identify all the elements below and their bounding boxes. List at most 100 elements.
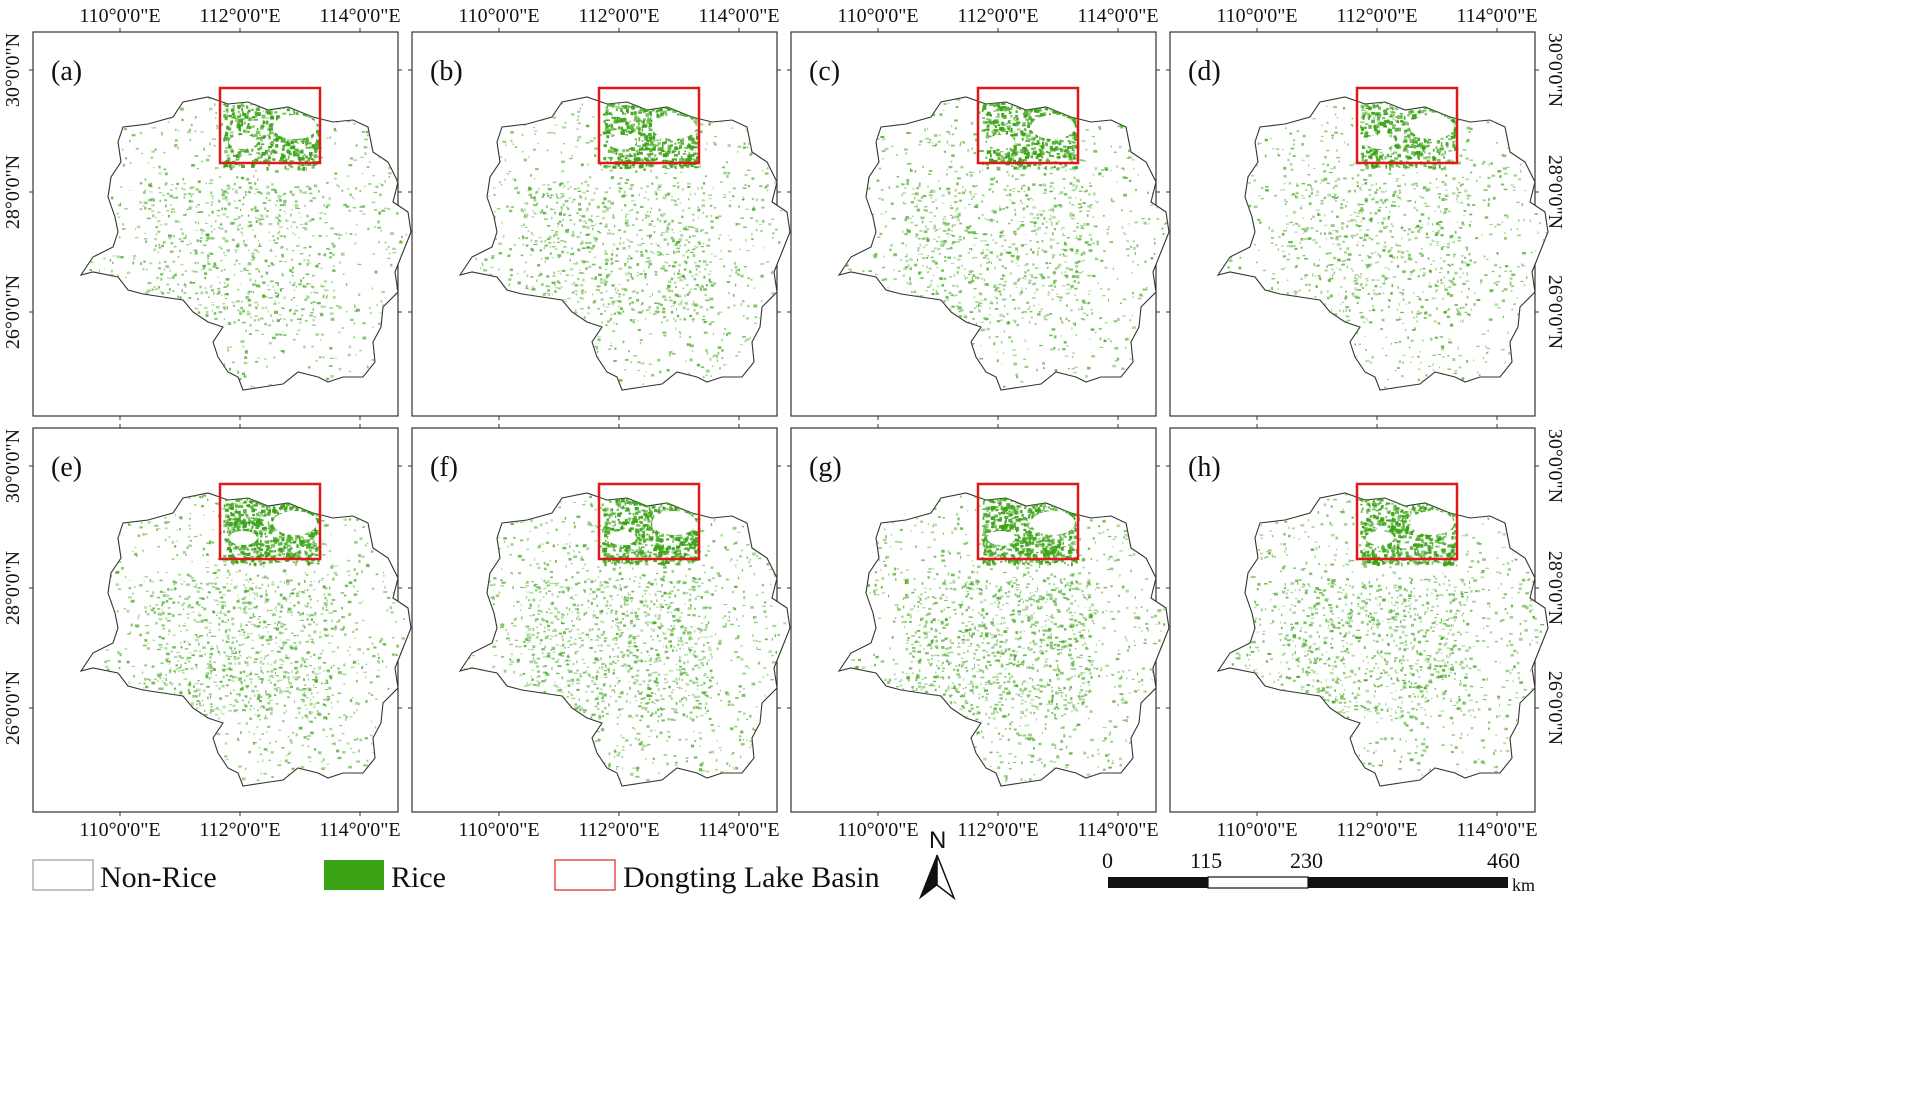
lake-area — [987, 531, 1015, 545]
legend: Non-Rice Rice Dongting Lake Basin — [32, 859, 880, 894]
scale-segment-3 — [1308, 877, 1508, 888]
lake-area — [1366, 531, 1394, 545]
longitude-label: 110°0'0"E — [1216, 5, 1297, 27]
dongting-basin-box — [218, 482, 322, 561]
longitude-label: 114°0'0"E — [1456, 819, 1537, 841]
scale-unit: km — [1512, 875, 1535, 895]
scale-tick-115: 115 — [1190, 848, 1222, 873]
dongting-basin-box — [1355, 86, 1459, 165]
scale-tick-230: 230 — [1290, 848, 1323, 873]
scale-bar: 0 115 230 460 km — [1102, 848, 1535, 895]
basin-swatch — [554, 859, 616, 891]
longitude-label: 112°0'0"E — [578, 819, 659, 841]
latitude-label: 30°0'0"N — [2, 429, 24, 503]
longitude-label: 110°0'0"E — [837, 5, 918, 27]
latitude-label: 28°0'0"N — [1544, 155, 1566, 229]
longitude-label: 110°0'0"E — [1216, 819, 1297, 841]
dongting-basin-box — [597, 482, 701, 561]
latitude-label: 26°0'0"N — [1544, 671, 1566, 745]
map-panel: (d) 110°0'0"E 112°0'0"E 114°0'0"E 30°0'0"N 28… — [1166, 5, 1566, 420]
lake-area — [608, 135, 636, 149]
longitude-label: 114°0'0"E — [698, 819, 779, 841]
rice-label: Rice — [391, 861, 446, 894]
scale-tick-460: 460 — [1487, 848, 1520, 873]
north-arrow-icon-right — [936, 854, 956, 901]
lake-area — [273, 115, 317, 139]
longitude-label: 112°0'0"E — [199, 5, 280, 27]
latitude-label: 28°0'0"N — [2, 155, 24, 229]
lake-area — [1031, 511, 1075, 535]
longitude-label: 112°0'0"E — [957, 819, 1038, 841]
longitude-label: 112°0'0"E — [199, 819, 280, 841]
lake-area — [1366, 135, 1394, 149]
north-arrow-label: N — [929, 827, 946, 854]
lake-area — [273, 511, 317, 535]
latitude-label: 26°0'0"N — [2, 671, 24, 745]
lake-area — [608, 531, 636, 545]
longitude-label: 112°0'0"E — [957, 5, 1038, 27]
north-arrow-icon — [918, 854, 938, 900]
longitude-label: 112°0'0"E — [578, 5, 659, 27]
non-rice-label: Non-Rice — [100, 861, 217, 894]
map-panel: (g) 110°0'0"E 112°0'0"E 114°0'0"E — [787, 424, 1170, 841]
scale-segment-2 — [1207, 876, 1309, 889]
longitude-label: 110°0'0"E — [79, 5, 160, 27]
longitude-label: 110°0'0"E — [458, 5, 539, 27]
longitude-label: 114°0'0"E — [1077, 819, 1158, 841]
panel-label: (c) — [809, 56, 840, 87]
latitude-label: 30°0'0"N — [1544, 33, 1566, 107]
latitude-label: 26°0'0"N — [1544, 275, 1566, 349]
longitude-label: 114°0'0"E — [319, 5, 400, 27]
dongting-basin-box — [976, 482, 1080, 561]
dongting-basin-box — [976, 86, 1080, 165]
longitude-label: 110°0'0"E — [79, 819, 160, 841]
longitude-label: 114°0'0"E — [698, 5, 779, 27]
panel-label: (g) — [809, 452, 842, 483]
latitude-label: 30°0'0"N — [2, 33, 24, 107]
lake-area — [229, 135, 257, 149]
longitude-label: 114°0'0"E — [319, 819, 400, 841]
dongting-basin-box — [218, 86, 322, 165]
panel-label: (h) — [1188, 452, 1221, 483]
map-panel: (b) 110°0'0"E 112°0'0"E 114°0'0"E — [408, 5, 791, 420]
lake-area — [229, 531, 257, 545]
longitude-label: 110°0'0"E — [837, 819, 918, 841]
lake-area — [652, 511, 696, 535]
scale-tick-0: 0 — [1102, 848, 1113, 873]
latitude-label: 28°0'0"N — [2, 551, 24, 625]
map-panel: (h) 110°0'0"E 112°0'0"E 114°0'0"E 30°0'0"N 28… — [1166, 424, 1566, 841]
panel-label: (b) — [430, 56, 463, 87]
latitude-label: 26°0'0"N — [2, 275, 24, 349]
dongting-basin-box — [597, 86, 701, 165]
rice-swatch — [324, 860, 384, 890]
rice-pixels — [839, 493, 1169, 786]
panel-label: (d) — [1188, 56, 1221, 87]
map-panel: (c) 110°0'0"E 112°0'0"E 114°0'0"E — [787, 5, 1170, 420]
legend-item-rice: Rice — [324, 860, 446, 894]
basin-label: Dongting Lake Basin — [623, 861, 880, 894]
non-rice-swatch — [32, 859, 94, 891]
panel-label: (e) — [51, 452, 82, 483]
panel-label: (a) — [51, 56, 82, 87]
lake-area — [652, 115, 696, 139]
north-arrow: N — [918, 827, 956, 901]
latitude-label: 28°0'0"N — [1544, 551, 1566, 625]
map-panel: (f) 110°0'0"E 112°0'0"E 114°0'0"E — [408, 424, 791, 841]
longitude-label: 112°0'0"E — [1336, 5, 1417, 27]
lake-area — [1410, 511, 1454, 535]
lake-area — [1410, 115, 1454, 139]
legend-item-basin: Dongting Lake Basin — [554, 859, 880, 894]
longitude-label: 114°0'0"E — [1456, 5, 1537, 27]
longitude-label: 114°0'0"E — [1077, 5, 1158, 27]
legend-item-non-rice: Non-Rice — [32, 859, 217, 894]
scale-segment-1 — [1108, 877, 1208, 888]
panel-label: (f) — [430, 452, 458, 483]
rice-pixels — [460, 97, 790, 390]
dongting-basin-box — [1355, 482, 1459, 561]
lake-area — [987, 135, 1015, 149]
map-panel: (e) 110°0'0"E 112°0'0"E 114°0'0"E 30°0'0"N 28… — [2, 424, 412, 841]
lake-area — [1031, 115, 1075, 139]
longitude-label: 112°0'0"E — [1336, 819, 1417, 841]
latitude-label: 30°0'0"N — [1544, 429, 1566, 503]
